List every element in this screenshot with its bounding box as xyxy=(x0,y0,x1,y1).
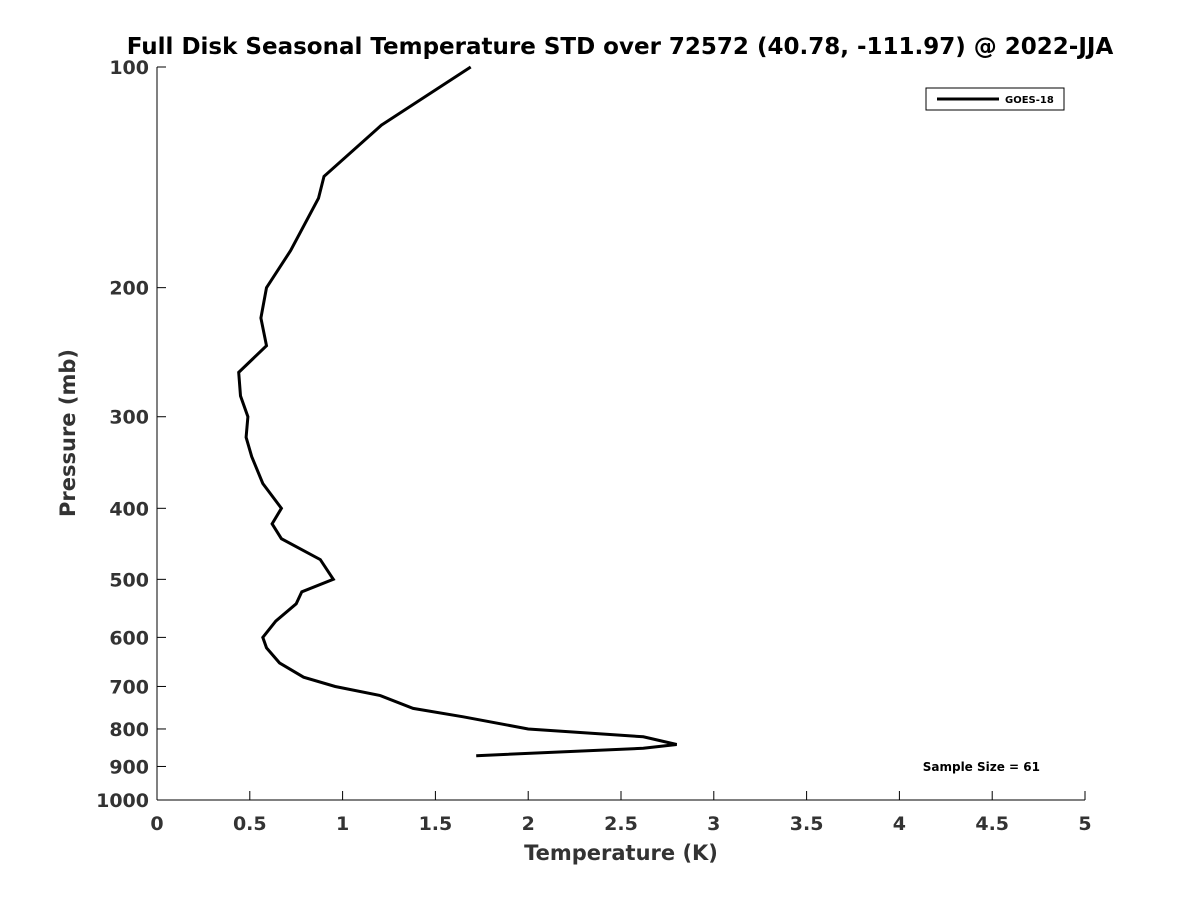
y-axis-ticks: 100 200 300 400 500 600 700 800 900 1000 xyxy=(96,57,166,812)
x-axis-label: Temperature (K) xyxy=(524,841,718,865)
y-tick-label: 200 xyxy=(109,278,149,300)
x-tick-label: 4.5 xyxy=(975,813,1009,835)
y-tick-label: 100 xyxy=(109,57,149,79)
x-tick-label: 5 xyxy=(1078,813,1091,835)
series-layer xyxy=(237,65,678,758)
y-tick-label: 700 xyxy=(109,676,149,698)
x-tick-label: 4 xyxy=(893,813,906,835)
series-line-goes-18 xyxy=(237,65,678,758)
y-tick-label: 300 xyxy=(109,407,149,429)
x-tick-label: 3 xyxy=(707,813,720,835)
x-tick-label: 0 xyxy=(150,813,163,835)
legend: GOES-18 xyxy=(925,87,1065,111)
x-axis-ticks: 0 0.5 1 1.5 2 2.5 3 3.5 4 4.5 5 xyxy=(150,791,1092,835)
y-tick-label: 500 xyxy=(109,569,149,591)
y-tick-label: 900 xyxy=(109,756,149,778)
sample-size-annotation: Sample Size = 61 xyxy=(923,760,1040,774)
y-axis-label: Pressure (mb) xyxy=(56,349,80,517)
plot-area: 0 0.5 1 1.5 2 2.5 3 3.5 4 4.5 5 100 200 300 400 500 600… xyxy=(96,57,1092,835)
x-tick-label: 1.5 xyxy=(419,813,453,835)
y-tick-label: 800 xyxy=(109,719,149,741)
x-tick-label: 2.5 xyxy=(604,813,638,835)
y-tick-label: 600 xyxy=(109,627,149,649)
x-tick-label: 2 xyxy=(522,813,535,835)
legend-label-goes-18: GOES-18 xyxy=(1005,95,1054,106)
x-tick-label: 1 xyxy=(336,813,349,835)
x-tick-label: 3.5 xyxy=(790,813,824,835)
chart-title: Full Disk Seasonal Temperature STD over … xyxy=(127,34,1114,60)
y-tick-label: 400 xyxy=(109,498,149,520)
y-tick-label: 1000 xyxy=(96,790,149,812)
x-tick-label: 0.5 xyxy=(233,813,267,835)
